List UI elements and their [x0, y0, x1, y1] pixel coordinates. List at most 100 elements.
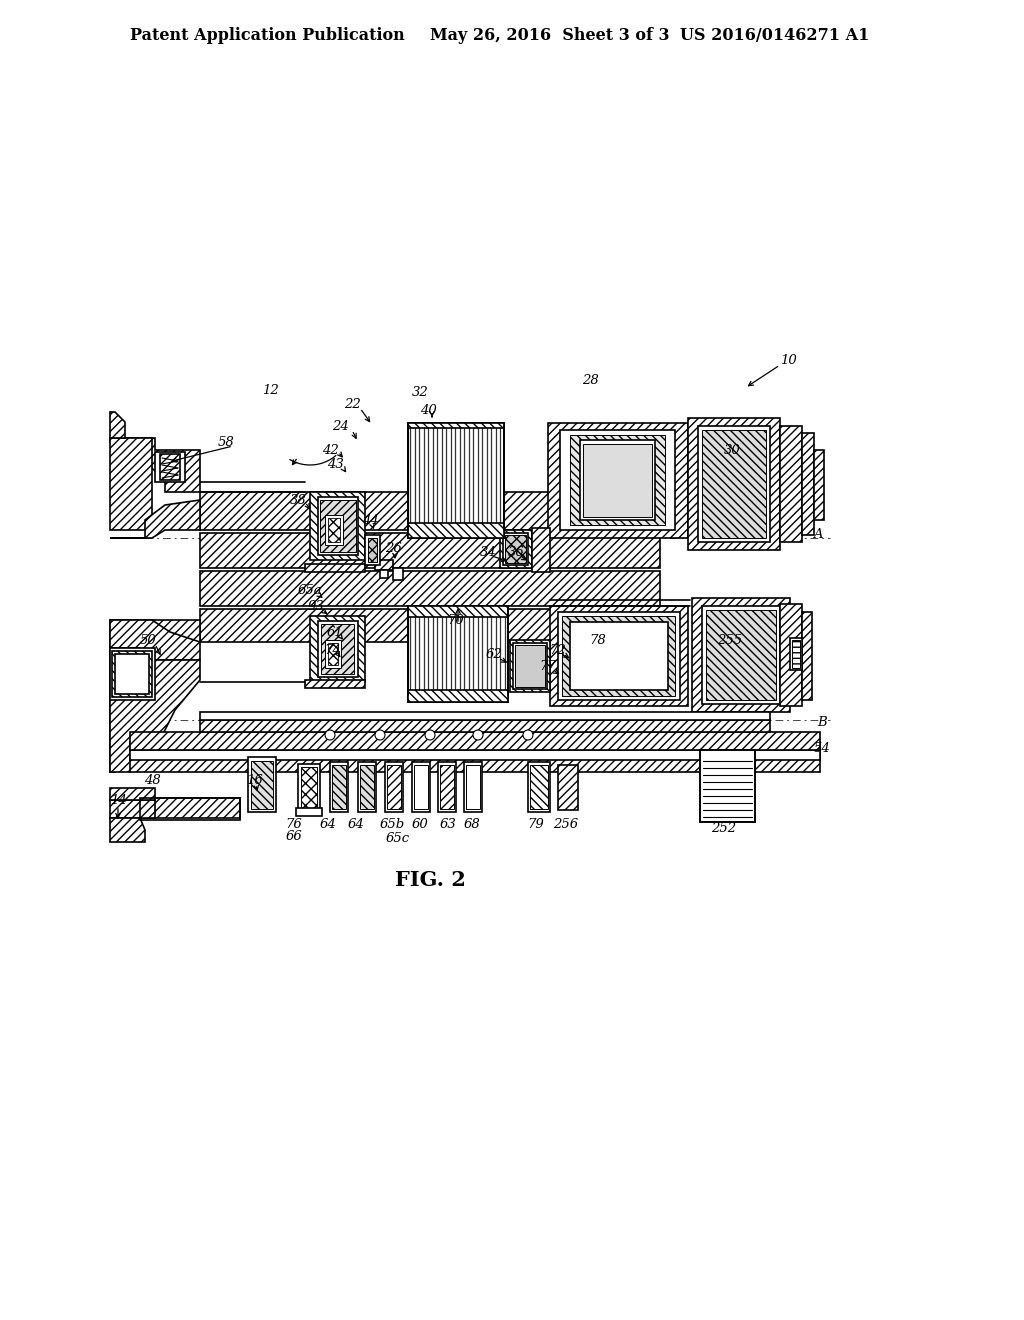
Bar — [393, 568, 403, 579]
Text: 50: 50 — [139, 634, 157, 647]
Bar — [408, 690, 508, 702]
Bar — [814, 450, 824, 520]
Bar — [380, 570, 388, 578]
Polygon shape — [110, 648, 200, 772]
Bar — [412, 762, 430, 812]
Bar — [325, 515, 343, 545]
Circle shape — [325, 730, 335, 741]
Text: May 26, 2016  Sheet 3 of 3: May 26, 2016 Sheet 3 of 3 — [430, 26, 670, 44]
Bar — [301, 767, 317, 809]
Text: 62: 62 — [485, 648, 503, 660]
Text: 65b: 65b — [379, 817, 404, 830]
Text: 68: 68 — [464, 817, 480, 830]
Circle shape — [375, 730, 385, 741]
Text: 30: 30 — [724, 444, 740, 457]
Bar — [310, 616, 365, 682]
Bar — [702, 430, 766, 539]
Bar — [160, 454, 180, 480]
Text: 63: 63 — [439, 817, 457, 830]
Bar — [387, 766, 401, 809]
Text: 26: 26 — [385, 541, 401, 554]
Bar — [440, 766, 454, 809]
Bar — [358, 762, 376, 812]
Bar — [140, 799, 240, 820]
Text: 16: 16 — [246, 774, 262, 787]
Text: A: A — [813, 528, 823, 541]
Bar — [408, 606, 508, 616]
Bar — [408, 606, 508, 702]
Polygon shape — [110, 744, 125, 772]
Text: 43: 43 — [327, 458, 343, 471]
Bar — [130, 750, 820, 760]
Bar — [700, 750, 755, 822]
Bar — [438, 762, 456, 812]
Text: 48: 48 — [143, 774, 161, 787]
Text: 252: 252 — [712, 821, 736, 834]
Bar — [548, 422, 688, 539]
Bar — [200, 719, 770, 733]
Text: 79: 79 — [527, 817, 545, 830]
Text: 44: 44 — [361, 513, 379, 527]
Text: 14: 14 — [110, 793, 126, 807]
Bar — [298, 764, 319, 812]
Bar — [332, 766, 346, 809]
Bar — [385, 762, 403, 812]
Bar — [583, 444, 652, 517]
Bar — [780, 426, 802, 543]
Text: 74: 74 — [325, 644, 341, 656]
Bar — [503, 533, 528, 565]
Bar — [305, 680, 365, 688]
Bar — [110, 788, 155, 800]
Text: 34: 34 — [479, 545, 497, 558]
Text: 76: 76 — [286, 817, 302, 830]
Bar — [248, 756, 276, 812]
Text: 78: 78 — [590, 634, 606, 647]
Bar — [562, 616, 675, 696]
Text: 32: 32 — [412, 385, 428, 399]
Bar — [500, 531, 532, 568]
Bar — [802, 612, 812, 700]
Bar — [408, 422, 504, 539]
Circle shape — [473, 730, 483, 741]
Bar — [328, 517, 340, 543]
Text: 28: 28 — [582, 374, 598, 387]
Bar — [560, 430, 675, 531]
Bar — [140, 799, 240, 818]
Polygon shape — [110, 620, 200, 660]
Bar — [330, 762, 348, 812]
Circle shape — [523, 730, 534, 741]
Bar — [414, 766, 428, 809]
Bar — [310, 492, 365, 560]
Text: 77: 77 — [540, 660, 556, 672]
Text: 10: 10 — [779, 354, 797, 367]
Polygon shape — [110, 690, 145, 744]
Text: 64: 64 — [319, 817, 336, 830]
Bar — [200, 492, 660, 531]
Bar — [200, 609, 660, 642]
Text: US 2016/0146271 A1: US 2016/0146271 A1 — [680, 26, 869, 44]
Bar — [570, 622, 668, 690]
Bar — [528, 762, 550, 812]
Bar — [318, 498, 358, 554]
Text: FIG. 2: FIG. 2 — [394, 870, 466, 890]
Text: 70: 70 — [447, 614, 464, 627]
Text: 93: 93 — [307, 599, 325, 612]
Bar — [408, 606, 508, 702]
Bar — [200, 533, 660, 568]
Bar — [296, 808, 322, 816]
Text: 24: 24 — [332, 421, 348, 433]
Bar — [251, 762, 273, 809]
Text: 38: 38 — [290, 494, 306, 507]
Text: 40: 40 — [420, 404, 436, 417]
Text: 65a: 65a — [298, 583, 323, 597]
Bar — [318, 620, 358, 677]
Bar — [532, 528, 550, 572]
Bar — [319, 500, 356, 552]
Bar — [200, 711, 770, 719]
Bar — [130, 742, 820, 772]
Text: 65c: 65c — [386, 833, 410, 846]
Text: 22: 22 — [344, 399, 360, 412]
Bar — [792, 640, 800, 668]
Bar — [558, 612, 680, 700]
Bar — [464, 762, 482, 812]
